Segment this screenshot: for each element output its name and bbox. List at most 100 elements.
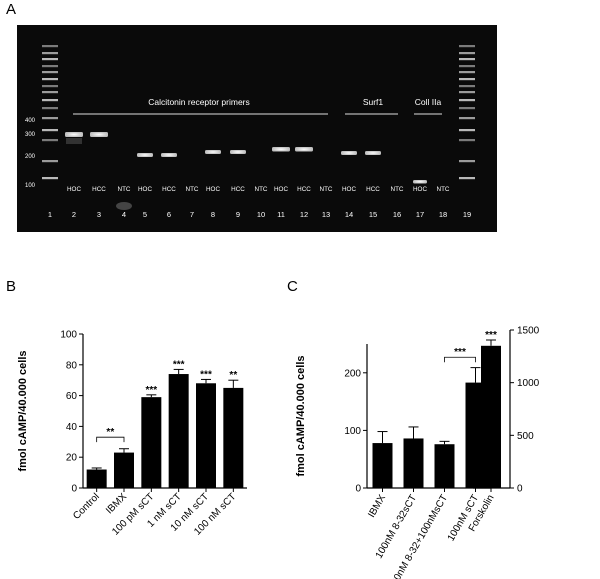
lane-label: NTC: [255, 186, 268, 193]
bar-forskolin: [481, 345, 501, 488]
lane-number: 4: [122, 210, 126, 219]
bar: [114, 452, 134, 488]
lane-number: 14: [345, 210, 353, 219]
ladder-band: [459, 99, 475, 102]
ladder-band: [42, 177, 58, 180]
ladder-band: [459, 129, 475, 132]
ladder-band: [459, 85, 475, 88]
lane-number: 11: [277, 210, 285, 219]
lane-label: NTC: [437, 186, 450, 193]
lane-number: 8: [211, 210, 215, 219]
lane-number: 13: [322, 210, 330, 219]
gel-band: [161, 153, 177, 157]
ladder-band: [459, 160, 475, 163]
significance-mark: ***: [173, 359, 185, 370]
y-axis-label: fmol cAMP/40.000 cells: [17, 350, 29, 471]
gel-image: 400 300 200 100 Calcitonin receptor primers S…: [17, 25, 497, 232]
ladder-band: [42, 78, 58, 81]
ladder-band: [42, 91, 58, 94]
lane-label: HOC: [274, 186, 288, 193]
significance-mark: **: [229, 370, 237, 381]
gel-band: [137, 153, 153, 157]
gel-band: [65, 132, 83, 137]
lane-label: NTC: [391, 186, 404, 193]
ladder-band: [42, 71, 58, 74]
lane-number: 18: [439, 210, 447, 219]
gel-band: [295, 147, 313, 152]
panel-label-c: C: [287, 278, 298, 295]
chart-b: 0 20 40 60 80 100 fmol cAMP/40.000 cells Contro…: [0, 300, 300, 579]
significance-mark: ***: [485, 330, 497, 341]
lane-label: NTC: [118, 186, 131, 193]
lane-label: HOC: [67, 186, 81, 193]
ladder-size-label: 300: [25, 132, 36, 138]
lane-label: HOC: [206, 186, 220, 193]
gel-panel: A 400 300 200 100 Calcitonin receptor primer…: [0, 0, 600, 240]
ladder-band: [42, 65, 58, 68]
lane-label: HCC: [162, 186, 176, 193]
gel-band: [230, 150, 246, 154]
ladder-band: [459, 117, 475, 120]
group-label-calcitonin: Calcitonin receptor primers: [148, 97, 250, 107]
ladder-band: [42, 58, 58, 61]
ladder-size-label: 400: [25, 118, 36, 124]
ladder-band: [459, 107, 475, 110]
gel-band: [341, 151, 357, 155]
ladder-band: [42, 139, 58, 142]
bar: [372, 443, 393, 488]
lane-number: 7: [190, 210, 194, 219]
y-axis-label: fmol cAMP/40.000 cells: [295, 355, 307, 476]
y-tick-label: 60: [66, 391, 78, 402]
bar: [434, 444, 455, 488]
ladder-size-label: 200: [25, 154, 36, 160]
lane-number: 17: [416, 210, 424, 219]
lane-label: NTC: [320, 186, 333, 193]
bar: [196, 383, 216, 488]
ladder-band: [459, 65, 475, 68]
lane-label: HCC: [92, 186, 106, 193]
panel-label-a: A: [6, 1, 17, 18]
gel-band: [205, 150, 221, 154]
gel-band: [90, 132, 108, 137]
lane-label: NTC: [186, 186, 199, 193]
chart-c: 0 100 200 fmol cAMP/40.000 cells IBMX 100nM 8…: [285, 300, 600, 579]
gel-band: [365, 151, 381, 155]
x-tick-label: IBMX: [366, 493, 388, 520]
significance-mark: ***: [145, 385, 157, 396]
bracket-label: **: [106, 427, 114, 438]
right-y-tick-label: 500: [517, 431, 534, 442]
y-tick-label: 100: [60, 330, 77, 341]
right-y-tick-label: 1500: [517, 326, 540, 337]
ladder-band: [459, 52, 475, 55]
significance-bracket: [444, 356, 476, 363]
ladder-band: [42, 107, 58, 110]
lane-label: HCC: [366, 186, 380, 193]
bar: [141, 397, 162, 488]
lane-number: 5: [143, 210, 147, 219]
lane-label: HOC: [342, 186, 356, 193]
right-y-tick-label: 1000: [517, 378, 540, 389]
chart-b-svg: 0 20 40 60 80 100 fmol cAMP/40.000 cells Contro…: [17, 330, 247, 538]
ladder-band: [42, 129, 58, 132]
significance-bracket: [96, 436, 125, 443]
group-label-coll: Coll IIa: [415, 97, 442, 107]
lane-label: HCC: [297, 186, 311, 193]
y-tick-label: 200: [344, 368, 361, 379]
ladder-band: [459, 91, 475, 94]
ladder-band: [459, 71, 475, 74]
lane-number: 15: [369, 210, 377, 219]
lane-number: 6: [167, 210, 171, 219]
lane-number: 3: [97, 210, 101, 219]
gel-svg: 400 300 200 100 Calcitonin receptor primers S…: [25, 45, 475, 219]
lane-number: 19: [463, 210, 471, 219]
right-y-tick-label: 0: [517, 484, 523, 495]
bar: [403, 438, 424, 488]
lane-number: 16: [393, 210, 401, 219]
primer-dimer-glow: [116, 202, 132, 210]
y-tick-label: 40: [66, 422, 78, 433]
x-tick-label: IBMX: [104, 491, 129, 516]
lane-label: HOC: [138, 186, 152, 193]
gel-band: [272, 147, 290, 152]
lane-number: 2: [72, 210, 76, 219]
